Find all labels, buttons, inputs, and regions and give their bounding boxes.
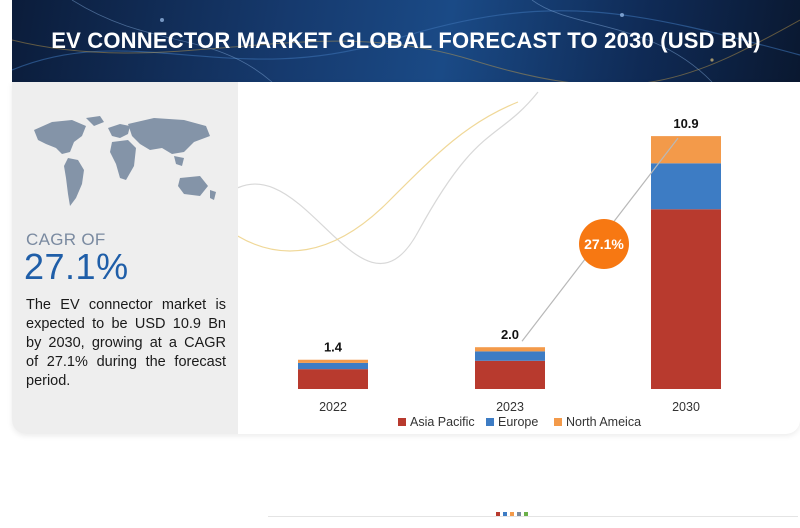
decorative-curves (238, 91, 539, 264)
world-map-icon (34, 116, 216, 206)
cagr-bubble (579, 219, 629, 269)
cagr-label: CAGR OF (26, 230, 106, 249)
legend-swatch-asia-pacific (398, 418, 406, 426)
legend-swatch-europe (486, 418, 494, 426)
cagr-bubble-label: 27.1% (584, 236, 624, 252)
bar-asia-pacific-2023 (475, 360, 545, 389)
x-tick-2023: 2023 (496, 400, 524, 414)
chart-title: EV CONNECTOR MARKET GLOBAL FORECAST TO 2… (51, 28, 761, 53)
footer-dot (510, 512, 514, 516)
x-tick-2030: 2030 (672, 400, 700, 414)
footer-dot (517, 512, 521, 516)
market-description: The EV connector market is expected to b… (26, 297, 226, 389)
banner-decoration (12, 0, 800, 82)
legend-label-europe: Europe (498, 415, 538, 429)
total-label-2022: 1.4 (324, 340, 343, 355)
x-tick-2022: 2022 (319, 400, 347, 414)
bar-asia-pacific-2030 (651, 209, 721, 389)
bar-north-ameica-2022 (298, 359, 368, 363)
footer-dots (496, 512, 528, 516)
footer-divider (268, 516, 798, 517)
total-label-2030: 10.9 (673, 116, 698, 131)
legend-label-north-ameica: North Ameica (566, 415, 641, 429)
footer-dot (496, 512, 500, 516)
total-label-2023: 2.0 (501, 327, 519, 342)
footer-dot (503, 512, 507, 516)
header-banner: EV CONNECTOR MARKET GLOBAL FORECAST TO 2… (12, 0, 800, 82)
bar-europe-2023 (475, 351, 545, 361)
legend-label-asia-pacific: Asia Pacific (410, 415, 475, 429)
bar-europe-2030 (651, 163, 721, 210)
footer-dot (524, 512, 528, 516)
cagr-value: 27.1% (24, 246, 129, 287)
bar-north-ameica-2023 (475, 347, 545, 352)
legend-swatch-north-ameica (554, 418, 562, 426)
bar-europe-2022 (298, 362, 368, 370)
bar-asia-pacific-2022 (298, 369, 368, 389)
stacked-bar-chart: 1.4 2.0 10.9 27.1% 2022 2023 2030 Asia Pacifi… (238, 91, 721, 429)
